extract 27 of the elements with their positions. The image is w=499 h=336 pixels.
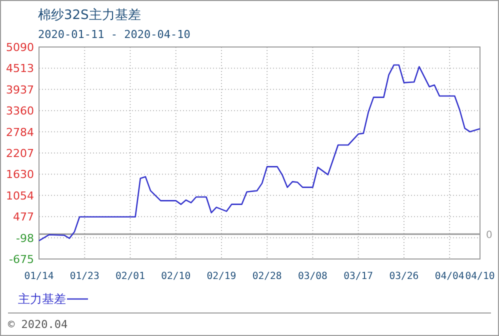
ref-label: 0 bbox=[486, 230, 492, 242]
xtick: 02/01 bbox=[116, 271, 145, 282]
xtick: 03/08 bbox=[298, 271, 328, 282]
xtick: 03/17 bbox=[344, 271, 374, 282]
xtick: 03/26 bbox=[389, 271, 419, 282]
xtick: 02/28 bbox=[252, 271, 282, 282]
xtick: 02/19 bbox=[206, 271, 236, 282]
ytick: 1054 bbox=[6, 189, 34, 202]
xtick: 02/10 bbox=[161, 271, 191, 282]
title: 棉纱32S主力基差 bbox=[38, 8, 141, 23]
ytick: 477 bbox=[13, 210, 34, 224]
xtick: 04/04 bbox=[434, 271, 464, 282]
ytick: 2784 bbox=[6, 126, 34, 139]
ytick: 1630 bbox=[6, 168, 34, 182]
ytick: 5090 bbox=[6, 41, 34, 54]
xtick: 01/14 bbox=[24, 271, 54, 282]
ytick: 3360 bbox=[6, 104, 34, 118]
ytick: -98 bbox=[16, 232, 34, 245]
ytick: 4513 bbox=[6, 62, 34, 76]
subtitle: 2020-01-11 - 2020-04-10 bbox=[38, 28, 190, 41]
ytick: -675 bbox=[9, 253, 34, 266]
xtick: 01/23 bbox=[70, 271, 100, 282]
xtick: 04/10 bbox=[465, 271, 495, 282]
annotation: © 2020.04 bbox=[8, 318, 68, 331]
ytick: 3937 bbox=[6, 83, 34, 96]
ytick: 2207 bbox=[6, 147, 34, 160]
legend: 主力基差 bbox=[18, 292, 66, 306]
